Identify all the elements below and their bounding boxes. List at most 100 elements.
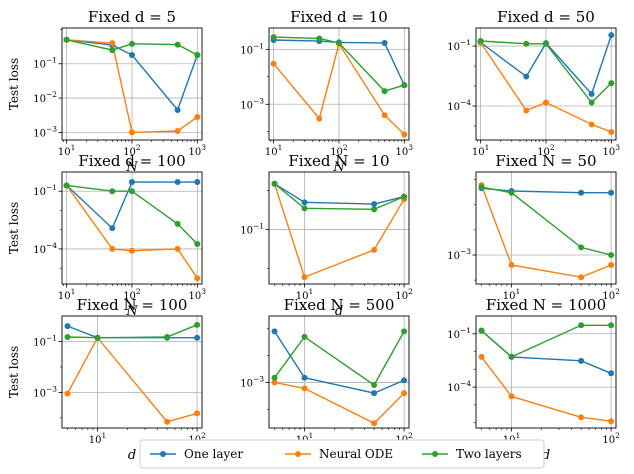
series-line-neural-ode <box>480 356 612 422</box>
y-tick-label: 10−1 <box>33 56 57 71</box>
subplot-title: Fixed N = 50 <box>495 152 596 170</box>
data-point <box>478 184 485 191</box>
data-point <box>478 353 485 360</box>
data-point <box>271 328 278 335</box>
data-point <box>164 333 171 340</box>
x-tick-label: 102 <box>602 287 620 302</box>
data-point <box>128 188 135 195</box>
data-point <box>508 393 515 400</box>
data-point <box>94 334 101 341</box>
data-point <box>371 420 378 427</box>
x-tick-label: 101 <box>503 287 521 302</box>
data-point <box>508 261 515 268</box>
y-tick-label: 10−3 <box>33 124 57 139</box>
data-point <box>174 245 181 252</box>
subplot-3: 101 102 103 10−4 10−1 Fixed d = 50 <box>447 8 620 158</box>
data-point <box>194 275 201 282</box>
data-point <box>301 199 308 206</box>
series-line-one-layer <box>481 330 612 374</box>
series-line-neural-ode <box>480 184 612 278</box>
data-point <box>174 106 181 113</box>
series-line-two-layers <box>481 186 612 256</box>
series-line-two-layers <box>273 331 405 387</box>
y-tick-label: 10−1 <box>33 333 57 348</box>
subplot-5: 101 102 10−1 Fixed N = 10 d <box>240 152 413 319</box>
data-point <box>194 241 201 248</box>
subplot-title: Fixed N = 1000 <box>486 296 606 314</box>
legend-swatch-marker <box>160 451 166 457</box>
subplot-6: 101 102 10−3 Fixed N = 50 <box>447 152 620 302</box>
x-axis-label: d <box>128 448 136 463</box>
x-tick-label: 103 <box>603 143 621 158</box>
x-tick-label: 101 <box>472 143 490 158</box>
data-point <box>194 334 201 341</box>
x-tick-label: 102 <box>537 143 555 158</box>
data-point <box>608 129 615 136</box>
data-point <box>63 182 70 189</box>
data-point <box>128 51 135 58</box>
data-point <box>301 385 308 392</box>
x-tick-label: 102 <box>602 431 620 446</box>
data-point <box>608 261 615 268</box>
data-point <box>401 82 408 89</box>
legend-label: Neural ODE <box>319 447 393 461</box>
subplot-title: Fixed d = 100 <box>78 152 185 170</box>
series-line-two-layers <box>481 324 612 358</box>
plot-frame <box>475 171 617 285</box>
data-point <box>578 244 585 251</box>
data-point <box>301 274 308 281</box>
data-point <box>64 323 71 330</box>
x-tick-label: 102 <box>330 143 348 158</box>
data-point <box>523 73 530 80</box>
plot-frame <box>268 171 410 285</box>
data-point <box>542 40 549 47</box>
data-point <box>477 37 484 44</box>
y-tick-label: 10−4 <box>447 98 471 113</box>
data-point <box>174 127 181 134</box>
subplot-title: Fixed d = 5 <box>88 8 176 26</box>
series-line-one-layer <box>67 325 198 339</box>
series-line-neural-ode <box>273 183 405 279</box>
legend: One layer Neural ODE Two layers <box>139 439 545 469</box>
legend-label: One layer <box>184 447 243 461</box>
data-point <box>588 121 595 128</box>
series-line-two-layers <box>274 183 405 211</box>
data-point <box>301 374 308 381</box>
x-tick-label: 103 <box>189 143 207 158</box>
x-axis-label: d <box>335 304 343 319</box>
data-point <box>270 60 277 67</box>
y-tick-label: 10−3 <box>447 247 471 262</box>
data-point <box>578 357 585 364</box>
x-axis-label: d <box>542 448 550 463</box>
data-point <box>608 32 615 39</box>
data-point <box>271 379 278 386</box>
data-point <box>270 34 277 41</box>
series-line-one-layer <box>273 331 405 394</box>
data-point <box>271 180 278 187</box>
legend-swatch-marker <box>432 451 438 457</box>
data-point <box>194 114 201 121</box>
y-tick-label: 10−3 <box>33 384 57 399</box>
x-tick-label: 102 <box>123 143 141 158</box>
x-tick-label: 101 <box>58 287 76 302</box>
data-point <box>371 206 378 213</box>
data-point <box>371 246 378 253</box>
data-point <box>109 47 116 54</box>
data-point <box>381 112 388 119</box>
data-point <box>401 131 408 138</box>
data-point <box>508 189 515 196</box>
y-tick-label: 10−1 <box>447 38 471 53</box>
y-axis-label: Test loss <box>7 58 21 110</box>
plot-frame <box>268 315 410 429</box>
data-point <box>578 414 585 421</box>
x-axis-label: N <box>125 160 138 175</box>
data-point <box>164 418 171 425</box>
y-axis-label: Test loss <box>7 202 21 254</box>
data-point <box>109 40 116 47</box>
plot-frame <box>61 315 203 429</box>
data-point <box>64 390 71 397</box>
y-tick-label: 10−1 <box>447 326 471 341</box>
